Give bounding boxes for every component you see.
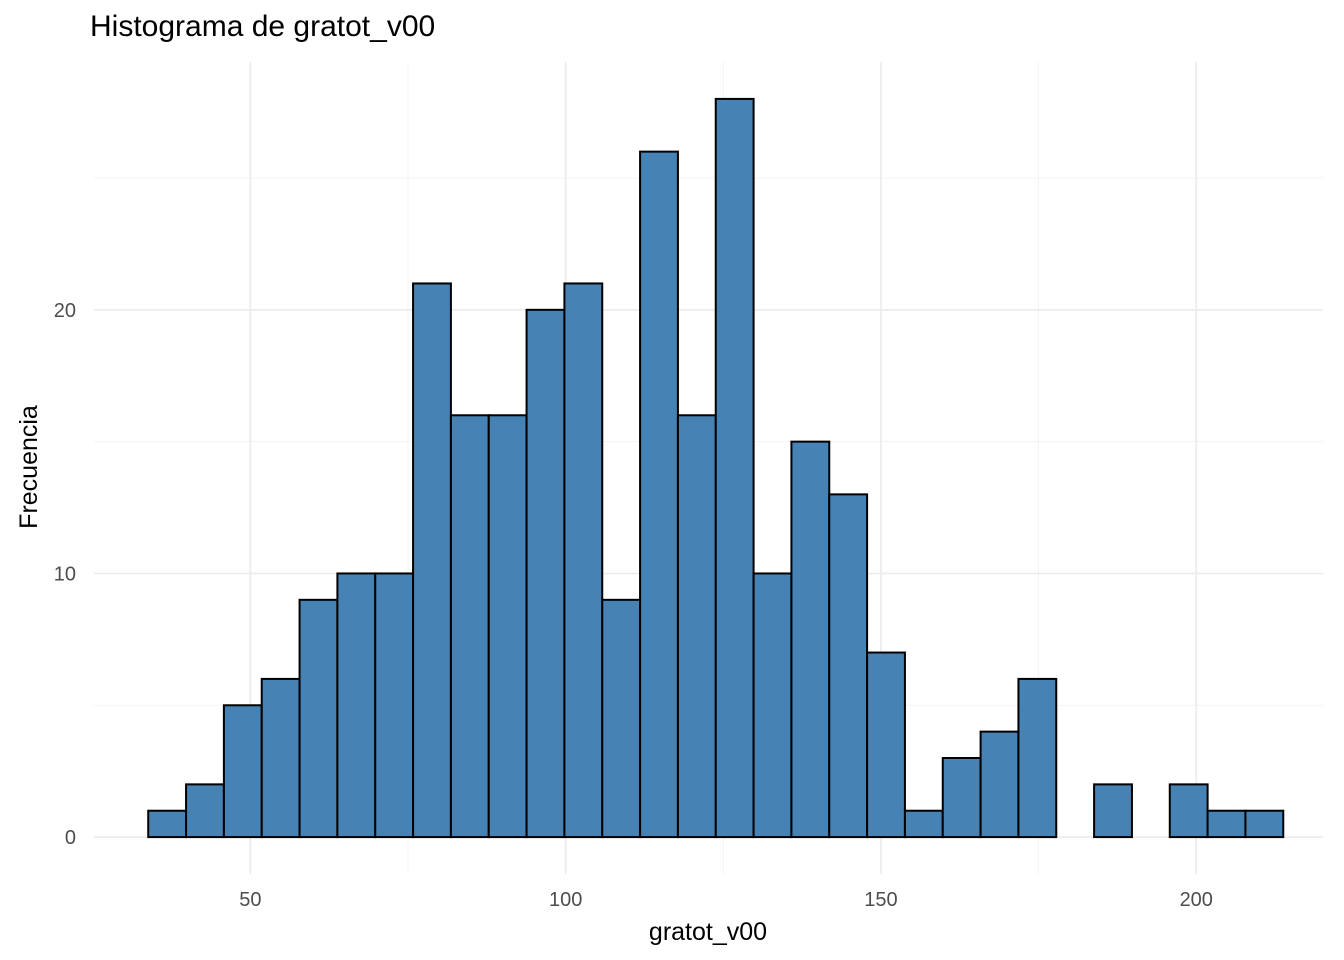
x-axis-title: gratot_v00 — [649, 918, 767, 946]
histogram-bar — [866, 651, 906, 839]
histogram-bar — [676, 414, 717, 839]
histogram-bar — [601, 598, 642, 839]
x-tick-label: 100 — [549, 889, 582, 911]
histogram-bar — [1017, 677, 1058, 839]
histogram-bar — [1093, 783, 1133, 839]
x-tick-label: 150 — [864, 889, 897, 911]
histogram-bar — [487, 414, 528, 839]
histogram-bar — [298, 598, 339, 839]
y-axis-ticks: 0 10 20 — [54, 300, 76, 849]
y-tick-label: 20 — [54, 300, 76, 322]
chart-title: Histograma de gratot_v00 — [90, 10, 436, 43]
histogram-bar — [714, 97, 755, 839]
histogram-bar — [1244, 809, 1285, 839]
histogram-bar — [260, 677, 301, 839]
histogram-bar — [336, 572, 377, 839]
histogram-bars — [147, 97, 1285, 839]
y-axis-title: Frecuencia — [15, 405, 43, 529]
histogram-bar — [563, 282, 604, 839]
y-tick-label: 0 — [65, 827, 76, 849]
histogram-bar — [525, 308, 566, 839]
histogram-bar — [979, 730, 1020, 839]
histogram-bar — [185, 783, 225, 839]
histogram-bar — [790, 440, 831, 839]
histogram-bar — [941, 757, 982, 839]
histogram-bar — [147, 809, 188, 839]
histogram-bar — [374, 572, 415, 839]
histogram-bar — [222, 704, 263, 839]
y-tick-label: 10 — [54, 563, 76, 585]
x-axis-ticks: 50 100 150 200 — [239, 889, 1213, 911]
histogram-bar — [412, 282, 452, 839]
histogram-bar — [449, 414, 490, 839]
histogram-bar — [828, 493, 869, 839]
histogram-bar — [1206, 809, 1247, 839]
histogram-bar — [1168, 783, 1209, 839]
x-tick-label: 50 — [239, 889, 261, 911]
histogram-bar — [639, 150, 679, 839]
x-tick-label: 200 — [1180, 889, 1213, 911]
histogram-bar — [903, 809, 944, 839]
histogram-bar — [752, 572, 793, 839]
